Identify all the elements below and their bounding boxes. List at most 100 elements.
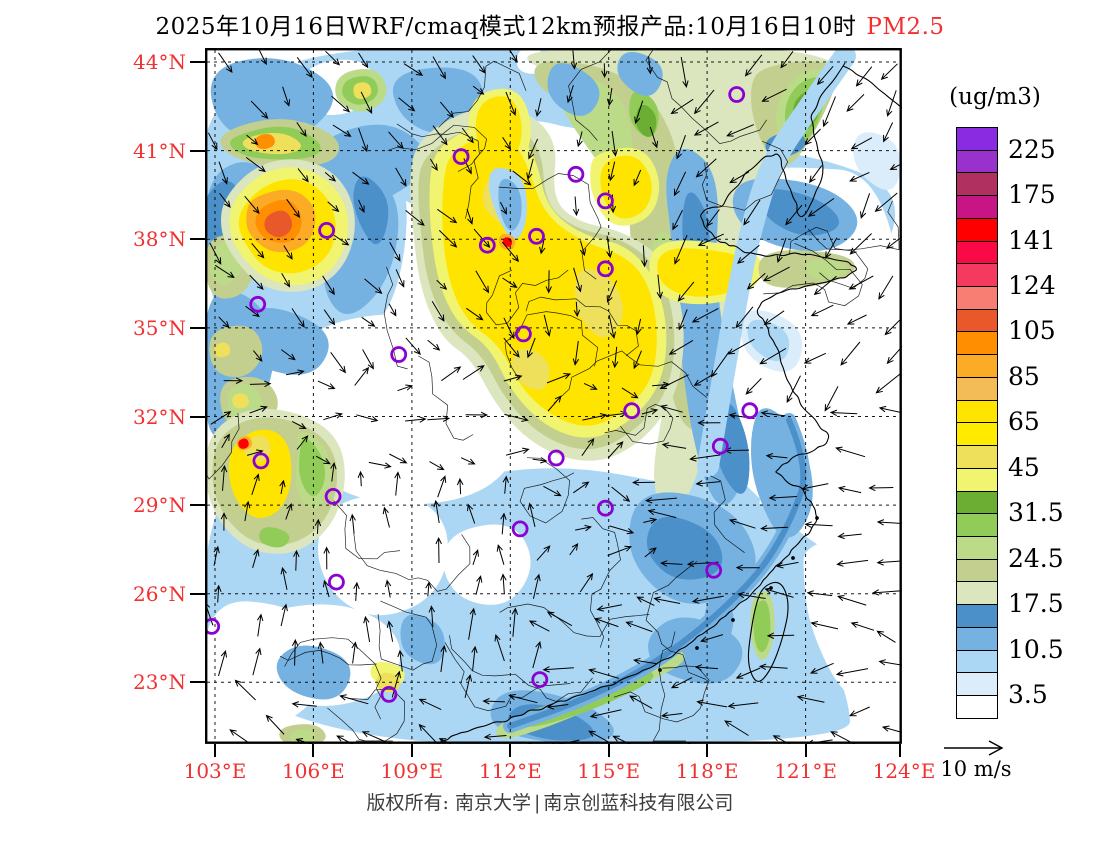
lon-label-121°E: 121°E <box>774 759 837 783</box>
legend-label-10.5: 10.5 <box>1008 634 1064 664</box>
legend-color-box-3 <box>956 195 998 220</box>
station-marker <box>711 437 729 455</box>
copyright-org1: 南京大学 <box>455 792 532 814</box>
station-marker <box>452 148 470 165</box>
lon-tick <box>899 744 901 757</box>
legend-color-box-23 <box>956 649 998 674</box>
station-marker <box>324 487 342 505</box>
legend-label-17.5: 17.5 <box>1008 589 1064 619</box>
lon-label-115°E: 115°E <box>577 759 641 783</box>
lat-tick <box>190 504 205 507</box>
lon-tick <box>804 744 807 757</box>
station-marker <box>596 192 614 210</box>
legend-color-box-0 <box>956 127 998 151</box>
legend-color-box-10 <box>956 354 998 379</box>
legend-label-141: 141 <box>1008 225 1056 255</box>
wind-reference-label: 10 m/s <box>940 757 1012 781</box>
pm25-concentration-map <box>205 48 902 744</box>
lon-tick <box>706 744 709 757</box>
legend-color-box-18 <box>956 535 998 560</box>
lon-tick <box>410 744 413 757</box>
copyright-prefix: 版权所有: <box>366 792 449 814</box>
legend-color-box-24 <box>956 672 998 697</box>
lat-label-29°N: 29°N <box>133 493 186 518</box>
legend-color-box-22 <box>956 626 998 651</box>
colorbar-legend: 225 175 141 124 105 85 65 45 31.5 24.5 17.5 10.5 3.5 <box>956 127 1086 719</box>
title-text: 2025年10月16日WRF/cmaq模式12km预报产品:10月16日10时 <box>155 14 857 40</box>
station-marker <box>596 499 614 517</box>
lon-label-106°E: 106°E <box>282 759 345 783</box>
graticule-grid <box>207 50 900 742</box>
legend-color-box-17 <box>956 513 998 538</box>
station-marker <box>531 671 549 688</box>
legend-color-box-16 <box>956 490 998 515</box>
station-marker <box>390 346 408 363</box>
station-marker <box>741 402 759 420</box>
legend-label-85: 85 <box>1008 361 1040 391</box>
legend-color-box-2 <box>956 172 998 197</box>
lon-label-112°E: 112°E <box>478 759 542 783</box>
lon-tick <box>214 744 216 757</box>
legend-color-box-11 <box>956 376 998 401</box>
lat-tick <box>190 681 205 684</box>
concentration-field-layer <box>205 48 902 744</box>
station-marker <box>249 295 267 313</box>
legend-label-124: 124 <box>1008 271 1056 301</box>
map-frame-border <box>205 48 902 744</box>
lat-label-41°N: 41°N <box>133 138 186 163</box>
lat-label-26°N: 26°N <box>133 581 186 606</box>
lat-label-44°N: 44°N <box>133 50 186 74</box>
wind-vector-arrows <box>205 49 902 744</box>
legend-color-box-6 <box>956 263 998 288</box>
station-marker <box>623 402 641 420</box>
title-pollutant-label: PM2.5 <box>866 14 945 40</box>
lat-label-32°N: 32°N <box>133 404 186 429</box>
legend-color-box-25 <box>956 695 998 719</box>
footer-copyright: 版权所有: 南京大学 | 南京创蓝科技有限公司 <box>0 788 1100 815</box>
legend-label-24.5: 24.5 <box>1008 543 1064 573</box>
legend-label-31.5: 31.5 <box>1008 498 1064 528</box>
station-marker <box>567 165 585 183</box>
lat-tick <box>190 149 205 152</box>
station-marker <box>252 452 270 470</box>
station-marker <box>380 686 398 703</box>
station-marker <box>514 325 532 343</box>
lon-tick <box>607 744 610 757</box>
lon-label-124°E: 124°E <box>872 759 936 783</box>
station-marker <box>318 221 335 239</box>
legend-color-box-8 <box>956 308 998 333</box>
station-marker <box>478 236 496 254</box>
legend-color-box-5 <box>956 240 998 265</box>
lat-tick <box>190 61 205 63</box>
legend-color-box-7 <box>956 286 998 310</box>
lat-label-38°N: 38°N <box>133 227 186 252</box>
copyright-separator: | <box>534 792 541 814</box>
legend-color-box-1 <box>956 149 998 174</box>
legend-color-box-19 <box>956 558 998 583</box>
legend-label-65: 65 <box>1008 407 1040 437</box>
legend-label-105: 105 <box>1008 316 1056 346</box>
station-marker <box>547 449 565 467</box>
wind-reference-arrow <box>944 740 1004 756</box>
station-marker <box>528 227 545 245</box>
legend-label-175: 175 <box>1008 180 1056 210</box>
legend-color-box-12 <box>956 399 998 424</box>
station-marker <box>511 520 529 538</box>
legend-color-box-4 <box>956 217 998 242</box>
station-markers <box>205 86 759 703</box>
station-marker <box>327 573 345 591</box>
lat-tick <box>190 592 205 595</box>
lat-label-35°N: 35°N <box>133 315 186 340</box>
lat-tick <box>190 415 205 418</box>
colorbar-unit-label: (ug/m3) <box>949 84 1041 110</box>
lon-label-103°E: 103°E <box>183 759 247 783</box>
map-area <box>205 48 902 744</box>
taiwan-island-outline <box>747 581 789 682</box>
lat-tick <box>190 238 205 241</box>
legend-color-box-21 <box>956 604 998 629</box>
legend-color-box-13 <box>956 422 998 447</box>
station-marker <box>596 260 614 278</box>
lon-tick <box>509 744 512 757</box>
legend-label-45: 45 <box>1008 452 1040 482</box>
